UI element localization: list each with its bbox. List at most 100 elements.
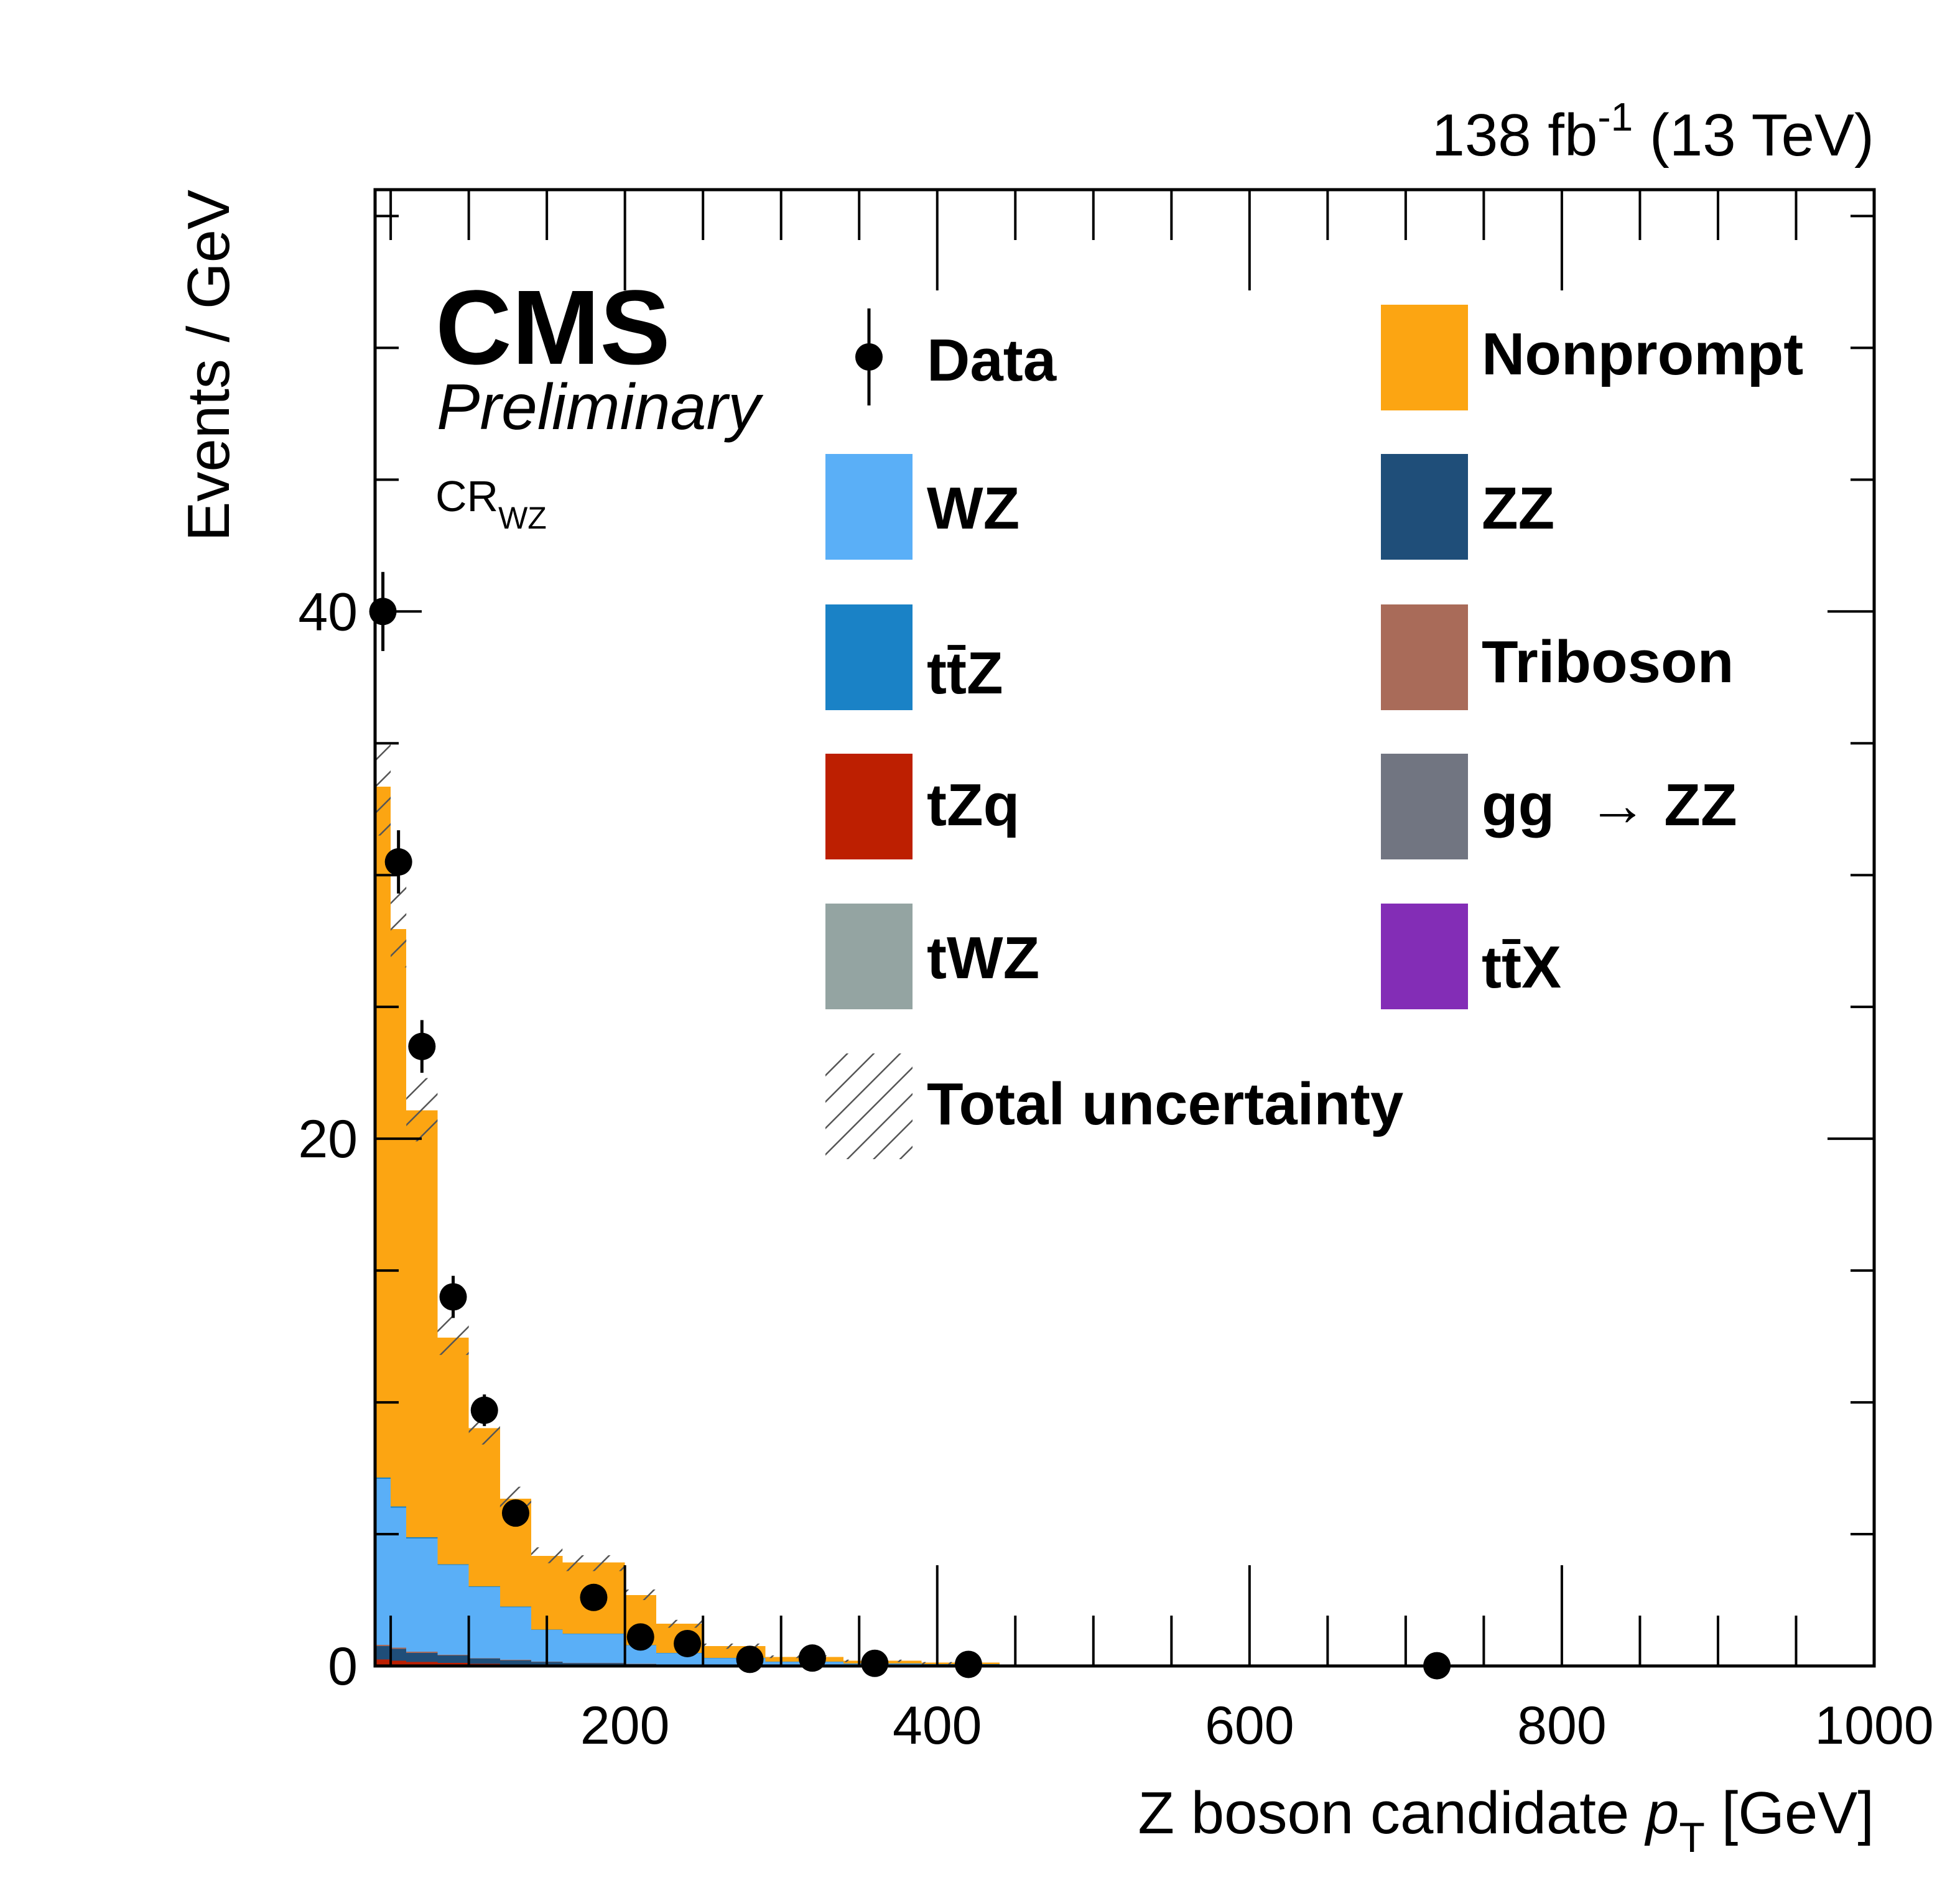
data-point-7 [626, 1623, 654, 1651]
region-label: CRWZ [435, 472, 547, 535]
uncertainty-band-bin-3 [437, 1315, 469, 1355]
uncertainty-band-bin-7 [562, 1555, 625, 1571]
bar-wz-bin-0 [375, 1479, 391, 1645]
data-point-5 [501, 1499, 529, 1527]
bar-ttz-bin-10 [703, 1657, 766, 1659]
bar-ttz-bin-5 [499, 1606, 532, 1608]
region-base: CR [435, 472, 498, 520]
data-point-8 [674, 1629, 702, 1657]
bar-tzq-bin-3 [437, 1662, 469, 1666]
x-tick-label-200: 200 [580, 1696, 670, 1756]
legend-label-triboson: Triboson [1482, 629, 1734, 695]
bar-zz-bin-5 [499, 1660, 532, 1665]
bar-zz-bin-1 [391, 1649, 407, 1661]
x-title-variable: p [1644, 1780, 1679, 1846]
bar-tzq-bin-1 [391, 1660, 407, 1666]
y-tick-label-40: 40 [298, 582, 358, 642]
region-subscript: WZ [498, 501, 547, 535]
bar-ttz-bin-3 [437, 1564, 469, 1565]
x-tick-label-400: 400 [893, 1696, 982, 1756]
bar-zz-bin-3 [437, 1655, 469, 1663]
legend-swatch-ggzz [1381, 754, 1468, 859]
lumi-exponent: -1 [1597, 95, 1633, 139]
bar-wz-bin-10 [703, 1657, 766, 1665]
uncertainty-band-layer [375, 738, 1874, 1666]
bar-nonprompt-bin-2 [406, 1110, 438, 1538]
legend-label-uncertainty: Total uncertainty [927, 1071, 1403, 1137]
x-axis-title: Z boson candidate pT [GeV] [1138, 1780, 1874, 1861]
data-point-10 [798, 1644, 826, 1672]
x-tick-label-600: 600 [1205, 1696, 1294, 1756]
data-point-1 [384, 848, 412, 876]
bar-nonprompt-bin-1 [391, 929, 407, 1507]
legend-swatch-ttz [825, 604, 913, 710]
uncertainty-band-bin-9 [656, 1619, 704, 1628]
y-tick-label-0: 0 [328, 1637, 358, 1696]
uncertainty-band-bin-2 [406, 1078, 438, 1142]
legend-label-wz: WZ [927, 475, 1019, 542]
preliminary-label: Preliminary [437, 371, 764, 443]
bar-triboson-bin-4 [468, 1658, 500, 1659]
x-title-subscript: T [1679, 1814, 1705, 1861]
uncertainty-band-bin-8 [625, 1589, 656, 1601]
legend-swatch-wz [825, 454, 913, 560]
x-tick-label-1000: 1000 [1814, 1696, 1933, 1756]
legend-label-ttz: tt̄Z [927, 640, 1003, 706]
stacked-histogram-layer [375, 787, 1874, 1666]
bar-wz-bin-7 [562, 1634, 625, 1663]
legend-label-data: Data [927, 327, 1057, 394]
x-title-prefix: Z boson candidate [1138, 1780, 1646, 1846]
legend-swatch-ttx [1381, 904, 1468, 1009]
legend-swatch-zz [1381, 454, 1468, 560]
legend-swatch-nonprompt [1381, 305, 1468, 410]
cms-label: CMS [435, 269, 671, 387]
legend-swatch-tzq [825, 754, 913, 859]
data-point-2 [408, 1032, 436, 1060]
bar-triboson-bin-0 [375, 1645, 391, 1647]
lumi-suffix: (13 TeV) [1633, 102, 1874, 169]
bar-zz-bin-7 [562, 1663, 625, 1665]
bar-triboson-bin-1 [391, 1647, 407, 1649]
luminosity-label: 138 fb-1 (13 TeV) [1431, 95, 1874, 169]
bar-wz-bin-1 [391, 1507, 407, 1648]
data-point-9 [736, 1645, 764, 1673]
bar-ttz-bin-4 [468, 1586, 500, 1587]
legend: Data Nonprompt WZ ZZ tt̄Z Triboson tZq g… [825, 305, 1803, 1159]
y-tick-label-20: 20 [298, 1109, 358, 1169]
bar-zz-bin-0 [375, 1646, 391, 1660]
bar-triboson-bin-8 [625, 1663, 656, 1665]
uncertainty-band-bin-10 [703, 1643, 766, 1649]
bar-zz-bin-2 [406, 1652, 438, 1662]
data-point-6 [580, 1583, 608, 1611]
bar-nonprompt-bin-0 [375, 787, 391, 1478]
uncertainty-band-bin-0 [375, 738, 391, 836]
legend-label-tzq: tZq [927, 772, 1019, 838]
plot-frame [373, 188, 1876, 1668]
bar-nonprompt-bin-4 [468, 1428, 500, 1586]
data-point-3 [439, 1283, 467, 1311]
bar-ttz-bin-2 [406, 1537, 438, 1538]
uncertainty-band-bin-1 [391, 886, 407, 968]
bar-nonprompt-bin-3 [437, 1337, 469, 1565]
lumi-prefix: 138 fb [1431, 102, 1597, 169]
bar-wz-bin-4 [468, 1586, 500, 1659]
axes-layer: 200 400 600 800 1000 0 20 40 [298, 188, 1934, 1756]
bar-tzq-bin-2 [406, 1662, 438, 1666]
bar-ttz-bin-0 [375, 1477, 391, 1479]
bar-triboson-bin-2 [406, 1652, 438, 1653]
bar-ttz-bin-1 [391, 1506, 407, 1508]
bar-zz-bin-4 [468, 1659, 500, 1664]
bar-wz-bin-2 [406, 1538, 438, 1652]
data-point-11 [861, 1649, 889, 1677]
legend-swatch-uncertainty [825, 1053, 913, 1159]
legend-label-ggzz: gg → ZZ [1482, 772, 1737, 838]
legend-label-ttx: tt̄X [1482, 934, 1561, 1001]
legend-swatch-triboson [1381, 604, 1468, 710]
x-title-suffix: [GeV] [1705, 1780, 1874, 1846]
legend-data-marker [855, 343, 883, 371]
legend-label-zz: ZZ [1482, 475, 1554, 542]
x-tick-label-800: 800 [1517, 1696, 1607, 1756]
legend-swatch-twz [825, 904, 913, 1009]
